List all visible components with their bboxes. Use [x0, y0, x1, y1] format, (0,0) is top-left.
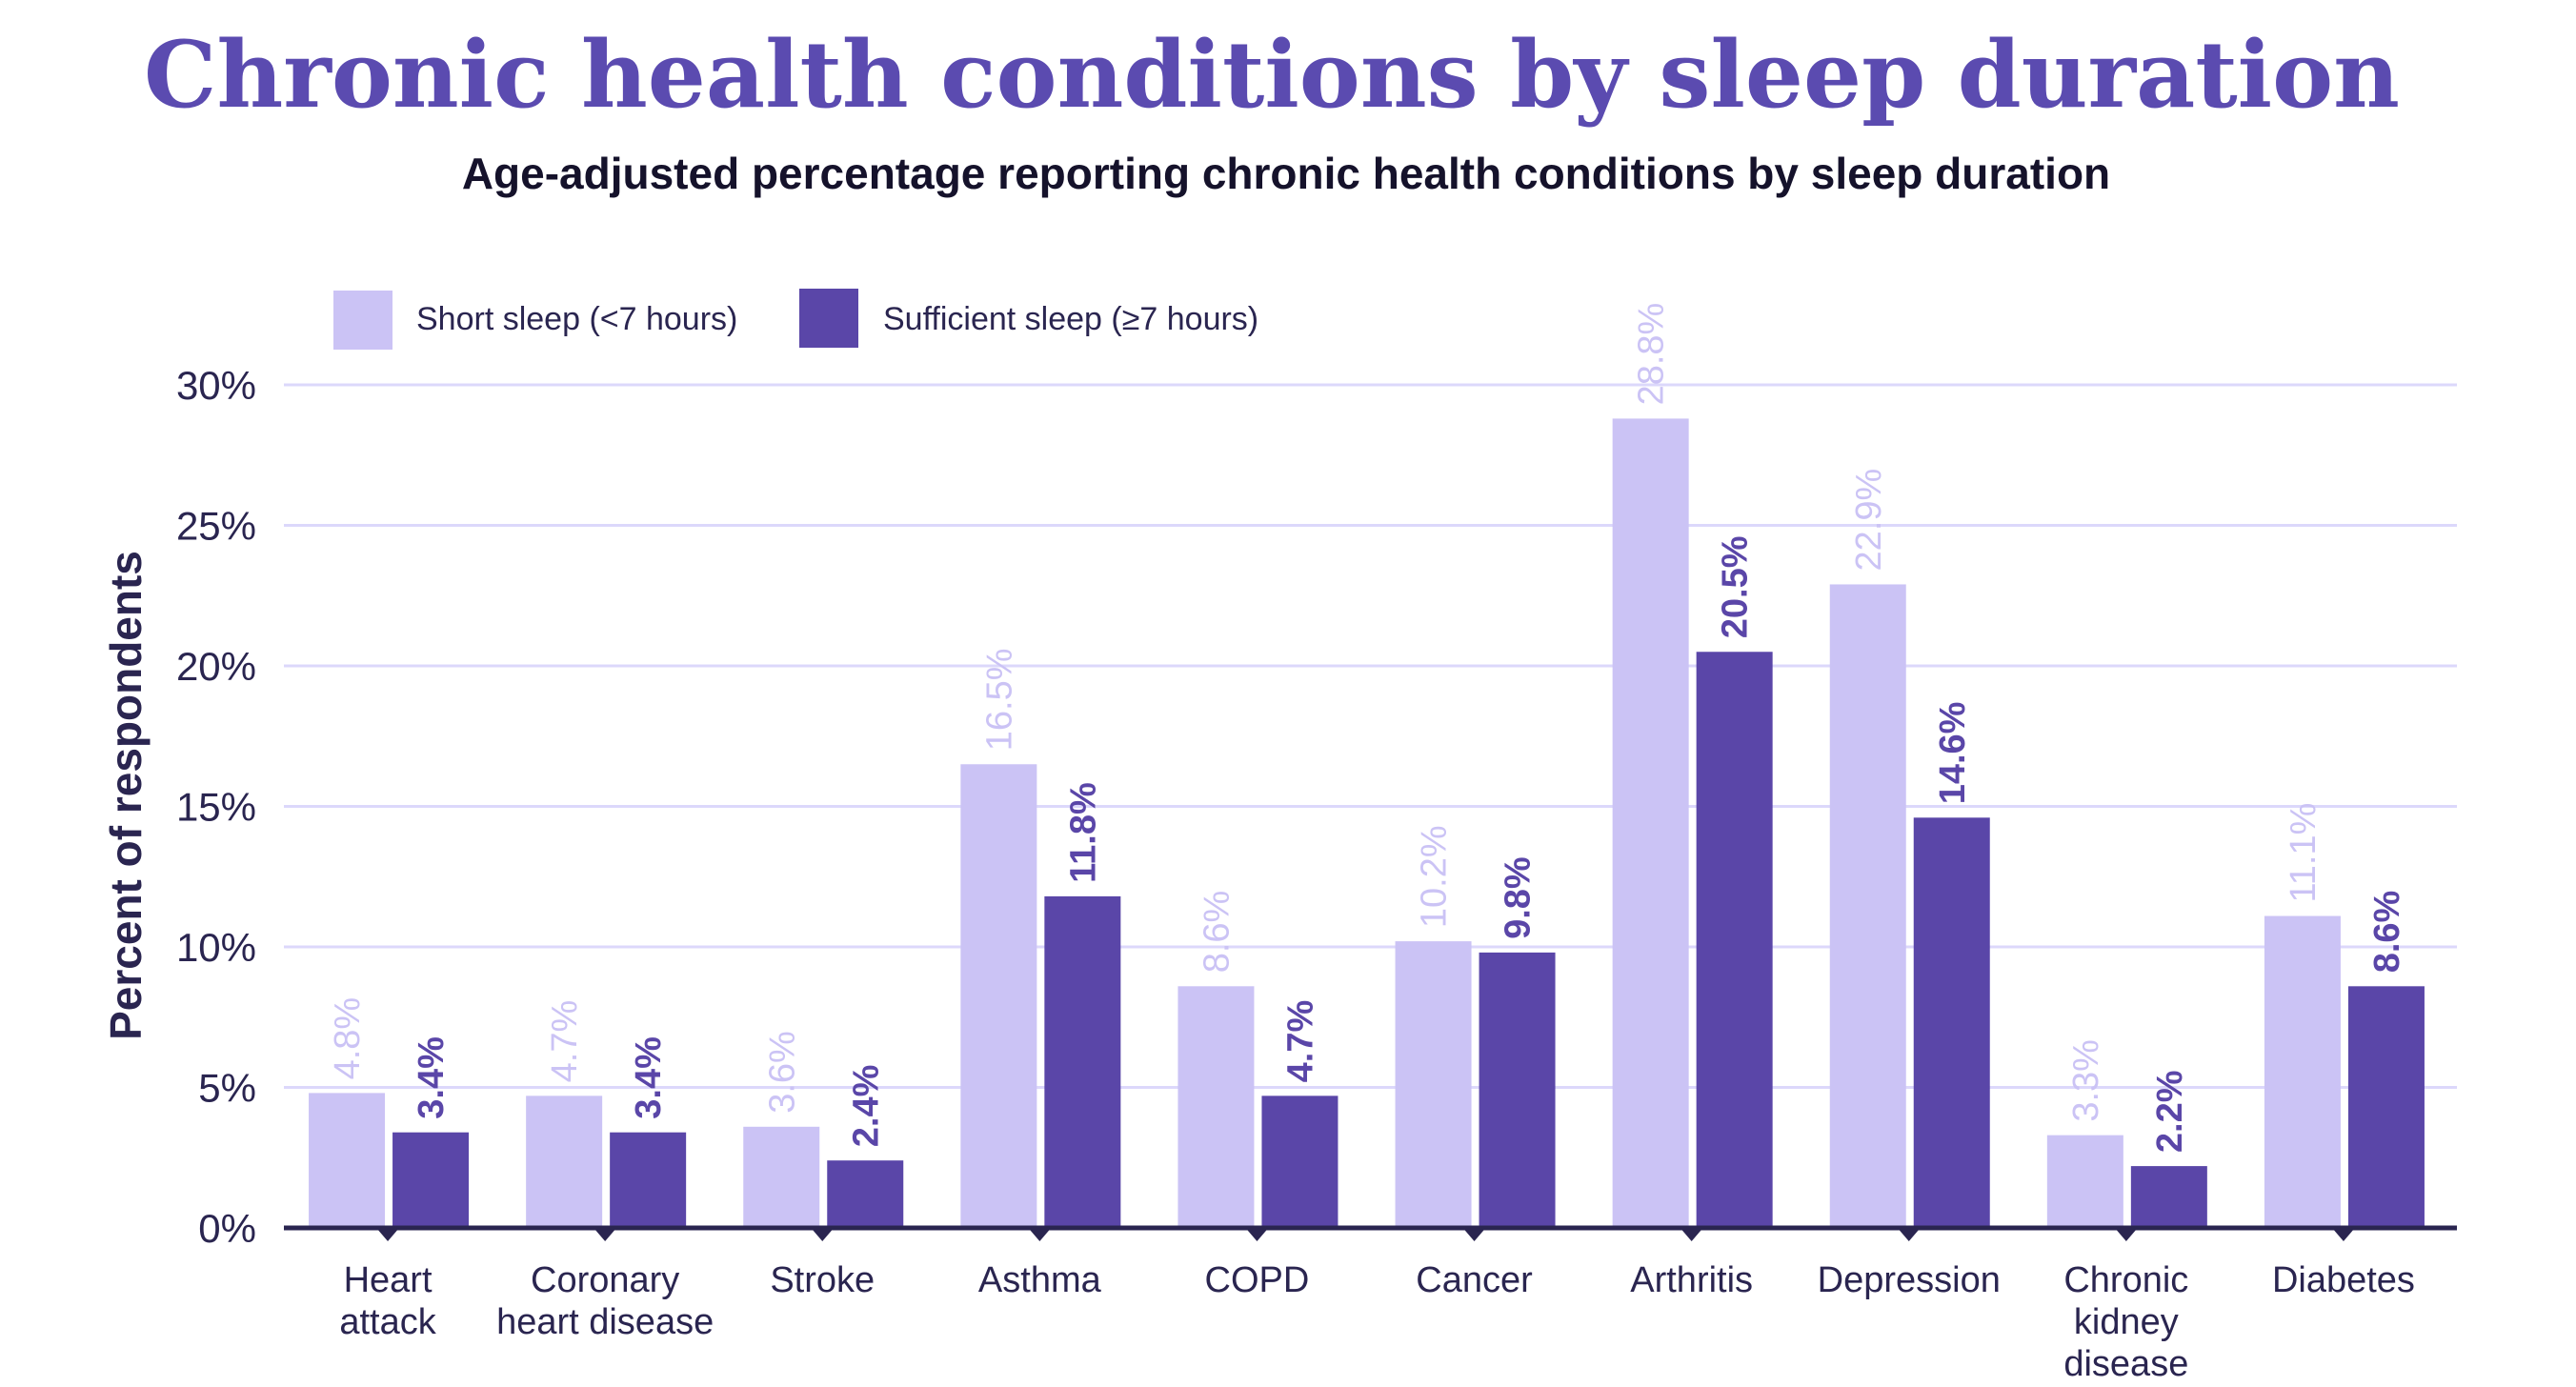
data-label: 3.4% — [629, 1036, 669, 1119]
category-label-line: attack — [339, 1302, 436, 1342]
bar-sufficient — [1044, 895, 1121, 1228]
y-tick-label: 25% — [176, 504, 256, 549]
y-tick-label: 15% — [176, 785, 256, 830]
gridlines: 0% 5% 10% 15% 20% 25% 30% — [176, 363, 2457, 1251]
data-label: 20.5% — [1716, 536, 1756, 639]
category-label-line: Diabetes — [2272, 1260, 2415, 1300]
bar-short — [2046, 1135, 2123, 1228]
data-label: 14.6% — [1933, 702, 1973, 805]
category-marker — [2331, 1228, 2355, 1241]
category-label-line: Depression — [1818, 1260, 2001, 1300]
category-label: Asthma — [978, 1260, 1102, 1300]
bar-sufficient — [2347, 986, 2425, 1228]
data-label: 4.8% — [328, 997, 368, 1080]
data-label: 9.8% — [1499, 856, 1539, 939]
category-label-line: heart disease — [496, 1302, 714, 1342]
y-tick-label: 20% — [176, 644, 256, 689]
category-label-line: Stroke — [770, 1260, 875, 1300]
data-label: 3.3% — [2066, 1039, 2106, 1122]
category-label: Depression — [1818, 1260, 2001, 1300]
data-label: 11.1% — [2284, 803, 2324, 903]
category-marker — [1028, 1228, 1052, 1241]
data-label: 8.6% — [1197, 891, 1237, 974]
data-label: 4.7% — [1280, 1000, 1320, 1083]
data-label: 10.2% — [1415, 825, 1455, 928]
data-label: 16.5% — [979, 649, 1019, 752]
bars: 4.8% 3.4% 4.7% 3.4% 3.6% 2.4% 16.5% 11.8% 8.6% 4.… — [309, 303, 2425, 1228]
bar-short — [1395, 941, 1472, 1228]
y-tick-label: 30% — [176, 363, 256, 408]
category-marker — [376, 1228, 400, 1241]
category-label: Diabetes — [2272, 1260, 2415, 1300]
category-marker — [1897, 1228, 1921, 1241]
data-label: 4.7% — [545, 1000, 585, 1083]
data-label: 3.6% — [762, 1031, 802, 1114]
y-tick-label: 5% — [198, 1066, 256, 1111]
bar-sufficient — [610, 1132, 687, 1228]
bar-short — [960, 764, 1037, 1228]
bar-sufficient — [392, 1132, 470, 1228]
category-label: Heart attack — [339, 1260, 436, 1342]
category-label: Cancer — [1416, 1260, 1533, 1300]
legend-swatch-short — [333, 291, 392, 350]
bar-sufficient — [827, 1160, 904, 1228]
data-label: 2.2% — [2150, 1070, 2190, 1153]
category-label-line: Chronic — [2063, 1260, 2188, 1300]
y-tick-label: 10% — [176, 925, 256, 970]
chart-subtitle: Age-adjusted percentage reporting chroni… — [462, 149, 2110, 198]
data-label: 11.8% — [1063, 782, 1103, 883]
data-label: 22.9% — [1849, 469, 1889, 572]
category-label-line: Cancer — [1416, 1260, 1533, 1300]
bar-sufficient — [1479, 952, 1556, 1228]
category-marker — [1680, 1228, 1703, 1241]
bar-sufficient — [2130, 1166, 2207, 1228]
chart-title: Chronic health conditions by sleep durat… — [144, 21, 2400, 129]
bar-short — [1829, 584, 1906, 1228]
data-label: 28.8% — [1632, 303, 1672, 406]
bar-sufficient — [1913, 817, 1990, 1228]
category-label-line: Arthritis — [1630, 1260, 1753, 1300]
category-marker — [1245, 1228, 1269, 1241]
category-label-line: Asthma — [978, 1260, 1102, 1300]
bar-short — [526, 1096, 603, 1228]
bar-short — [743, 1126, 820, 1228]
legend-label-short: Short sleep (<7 hours) — [416, 301, 737, 337]
category-label: Coronary heart disease — [496, 1260, 714, 1342]
category-label: Chronic kidney disease — [2063, 1260, 2188, 1384]
category-label-line: disease — [2063, 1344, 2188, 1384]
legend-label-sufficient: Sufficient sleep (≥7 hours) — [883, 301, 1258, 337]
category-label: Stroke — [770, 1260, 875, 1300]
category-label-line: Coronary — [531, 1260, 679, 1300]
category-label: Arthritis — [1630, 1260, 1753, 1300]
x-axis: Heart attack Coronary heart disease Stroke As… — [284, 1225, 2457, 1384]
y-tick-label: 0% — [198, 1206, 256, 1251]
data-label: 8.6% — [2367, 891, 2407, 974]
bar-short — [1177, 986, 1255, 1228]
category-marker — [2114, 1228, 2138, 1241]
bar-sufficient — [1696, 652, 1773, 1228]
bar-sufficient — [1261, 1096, 1338, 1228]
bar-short — [2264, 915, 2341, 1228]
legend-swatch-sufficient — [799, 289, 858, 348]
category-marker — [811, 1228, 835, 1241]
category-label-line: kidney — [2074, 1302, 2179, 1342]
category-label-line: COPD — [1205, 1260, 1310, 1300]
bar-short — [309, 1093, 386, 1228]
category-marker — [1462, 1228, 1486, 1241]
bar-short — [1612, 418, 1689, 1228]
data-label: 2.4% — [846, 1065, 886, 1148]
category-label: COPD — [1205, 1260, 1310, 1300]
y-axis-label: Percent of respondents — [101, 551, 151, 1040]
category-label-line: Heart — [344, 1260, 433, 1300]
category-marker — [594, 1228, 617, 1241]
legend: Short sleep (<7 hours) Sufficient sleep … — [333, 289, 1258, 350]
data-label: 3.4% — [412, 1036, 452, 1119]
